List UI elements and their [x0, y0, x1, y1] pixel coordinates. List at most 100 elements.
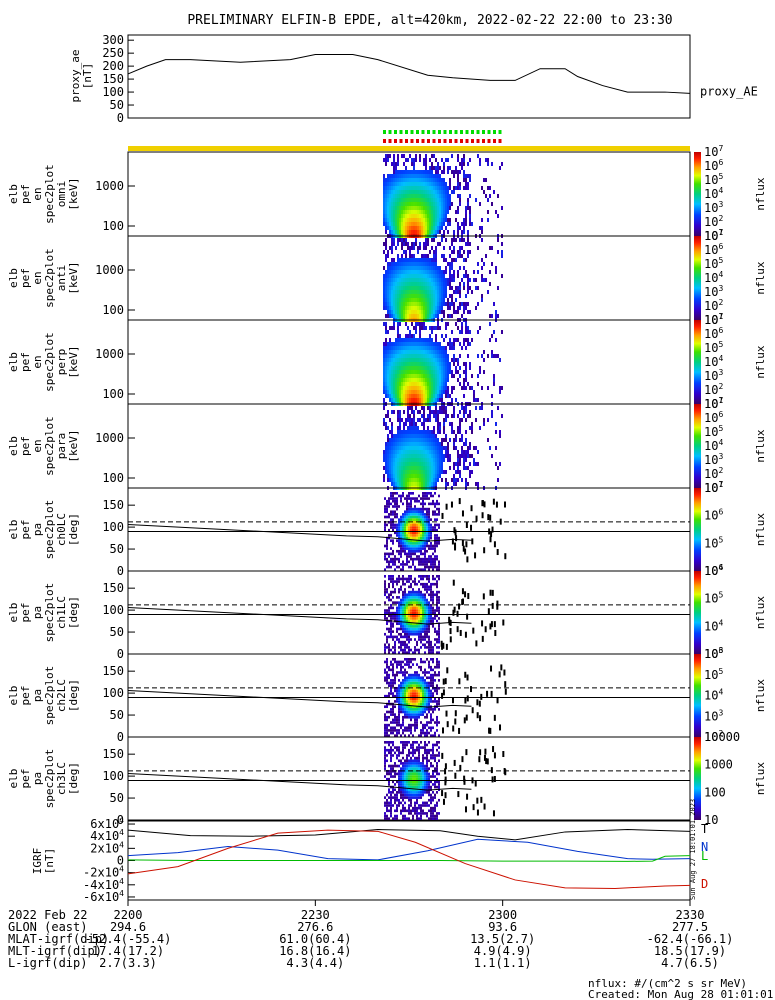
- spec-cell: [385, 362, 387, 366]
- spec-cell: [407, 474, 409, 478]
- pa-cell: [408, 590, 410, 594]
- spec-cell: [393, 434, 395, 438]
- pa-cell: [412, 547, 414, 550]
- spec-cell: [407, 362, 409, 366]
- pa-cell: [426, 681, 428, 685]
- spec-cell: [431, 398, 433, 402]
- spec-cell: [423, 406, 425, 410]
- pa-sparse-mark: [442, 689, 445, 696]
- spec-cell: [409, 186, 411, 190]
- pa-cell: [388, 497, 390, 500]
- pa-cell: [430, 598, 432, 602]
- spec-cell: [415, 258, 417, 262]
- pa-cell: [392, 710, 394, 714]
- pa-cell: [432, 606, 434, 610]
- spec-cell: [419, 358, 421, 362]
- quality-red-dash: [460, 139, 463, 143]
- spec-cell: [497, 194, 499, 198]
- pa-cell: [398, 603, 400, 607]
- spec-cell: [439, 426, 441, 430]
- pa-cell: [402, 665, 404, 669]
- pa-cell: [390, 731, 392, 735]
- pa-cell: [436, 663, 438, 666]
- spec-cell: [435, 258, 437, 262]
- spec-cell: [407, 314, 409, 318]
- spec-cell: [431, 186, 433, 190]
- spec-cell: [419, 290, 421, 294]
- spec-cell: [385, 366, 387, 370]
- spec-cell: [389, 310, 391, 314]
- pa-cell: [400, 588, 402, 591]
- pa-cell: [416, 590, 418, 594]
- spec-cell: [429, 306, 431, 310]
- pa-cell: [392, 492, 394, 495]
- spec-cell: [459, 162, 461, 166]
- pa-cell: [414, 638, 416, 641]
- spec-cell: [399, 170, 401, 174]
- spec-cell: [407, 446, 409, 450]
- pa-cell: [416, 708, 418, 711]
- pa-cell: [436, 593, 438, 597]
- spec-cell: [383, 474, 385, 478]
- pa-cell: [390, 539, 392, 543]
- spec-cell: [399, 294, 401, 298]
- spec-cell: [437, 354, 439, 358]
- spec-cell: [393, 358, 395, 362]
- spec-cell: [439, 302, 441, 306]
- spec-cell: [433, 230, 435, 234]
- pa-sparse-mark: [445, 643, 448, 650]
- pa-cell: [408, 596, 410, 599]
- spec-cell: [397, 446, 399, 450]
- spec-ytick-label: 100: [102, 219, 124, 233]
- ae-legend: proxy_AE: [700, 84, 758, 98]
- pa-cell: [420, 734, 422, 737]
- spec-cell: [441, 370, 443, 374]
- spec-cell: [409, 334, 411, 338]
- spec-cell: [443, 282, 445, 286]
- pa-cell: [424, 702, 426, 706]
- spec-cell: [397, 374, 399, 378]
- pa-cell: [394, 515, 396, 519]
- spec-cell: [419, 206, 421, 210]
- spec-cell: [415, 394, 417, 398]
- spec-cell: [437, 450, 439, 454]
- spec-cell: [383, 358, 385, 362]
- pa-cell: [392, 721, 394, 724]
- pa-cell: [408, 534, 410, 537]
- pa-cell: [402, 622, 404, 626]
- spec-cell: [439, 446, 441, 450]
- pa-cell: [420, 601, 422, 604]
- pa-cell: [414, 531, 416, 535]
- spec-cell: [443, 270, 445, 274]
- pa-cell: [426, 689, 428, 693]
- pa-cell: [426, 611, 428, 615]
- spec-cell: [423, 394, 425, 398]
- pa-cell: [434, 492, 436, 495]
- spec-cell: [395, 314, 397, 318]
- pa-cell: [404, 563, 406, 566]
- spec-cell: [467, 310, 469, 314]
- spec-cell: [387, 198, 389, 202]
- spec-cell: [467, 482, 469, 486]
- spec-cell: [407, 410, 409, 414]
- pa-cell: [406, 614, 408, 618]
- pa-cell: [384, 523, 386, 527]
- spec-cell: [389, 230, 391, 234]
- spec-0-label-4: omni: [55, 181, 68, 208]
- spec-cell: [391, 238, 393, 242]
- spec-cell: [387, 462, 389, 466]
- pa-ytick-label: 0: [117, 730, 124, 744]
- pa-cell: [438, 563, 440, 566]
- spec-cell: [387, 158, 389, 162]
- pa-cell: [392, 708, 394, 711]
- pa-1-cb-tick: 105: [704, 591, 723, 606]
- pa-cell: [434, 679, 436, 682]
- spec-cell: [439, 378, 441, 382]
- spec-cell: [421, 450, 423, 454]
- spec-cell: [401, 350, 403, 354]
- spec-cell: [395, 374, 397, 378]
- pa-cell: [392, 748, 394, 752]
- pa-cell: [422, 531, 424, 535]
- pa-cell: [390, 603, 392, 607]
- pa-cell: [402, 568, 404, 571]
